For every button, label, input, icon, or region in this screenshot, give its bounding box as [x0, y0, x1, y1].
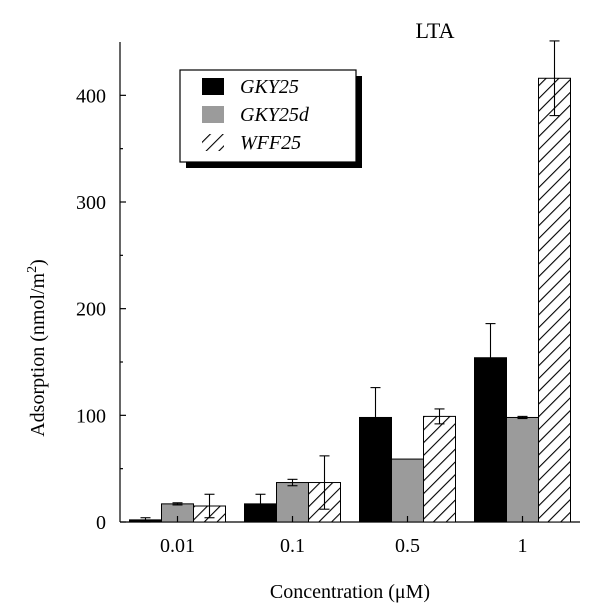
legend: GKY25 GKY25d WFF25 [179, 69, 362, 168]
error-bars-layer [140, 40, 560, 523]
legend-swatch-gky25d [202, 106, 224, 123]
y-axis-title-superscript: 2 [25, 266, 40, 273]
y-tick-label: 200 [76, 299, 106, 321]
bar-wff25-0_5 [423, 415, 456, 523]
bar-gky25d-0_5 [391, 458, 424, 523]
legend-item-gky25d: GKY25d [202, 104, 310, 126]
legend-label-wff25: WFF25 [240, 132, 301, 154]
y-axis-title-main: Adsorption (nmol/m [27, 272, 49, 436]
y-tick-label: 400 [76, 85, 106, 107]
legend-item-wff25: WFF25 [202, 132, 301, 154]
ticks-layer: 0 100 200 300 400 0.01 0.1 0.5 1 [76, 85, 528, 557]
y-tick-label: 0 [96, 512, 106, 534]
bars-layer [129, 77, 571, 523]
chart-title: LTA [416, 18, 455, 43]
y-axis-title: Adsorption (nmol/m2) [25, 259, 49, 437]
y-axis-title-tail: ) [27, 259, 49, 266]
legend-swatch-gky25 [202, 78, 224, 95]
legend-label-gky25d: GKY25d [240, 104, 310, 126]
x-tick-label: 0.1 [280, 535, 305, 557]
x-tick-label: 0.01 [160, 535, 195, 557]
y-tick-label: 100 [76, 405, 106, 427]
bar-wff25-1 [538, 77, 571, 523]
y-tick-label: 300 [76, 192, 106, 214]
x-tick-label: 0.5 [395, 535, 420, 557]
legend-item-gky25: GKY25 [202, 76, 299, 98]
bar-gky25d-1 [506, 416, 539, 523]
x-tick-label: 1 [518, 535, 528, 557]
x-axis-title: Concentration (μM) [270, 581, 430, 603]
legend-label-gky25: GKY25 [240, 76, 299, 98]
legend-swatch-wff25 [202, 134, 224, 151]
